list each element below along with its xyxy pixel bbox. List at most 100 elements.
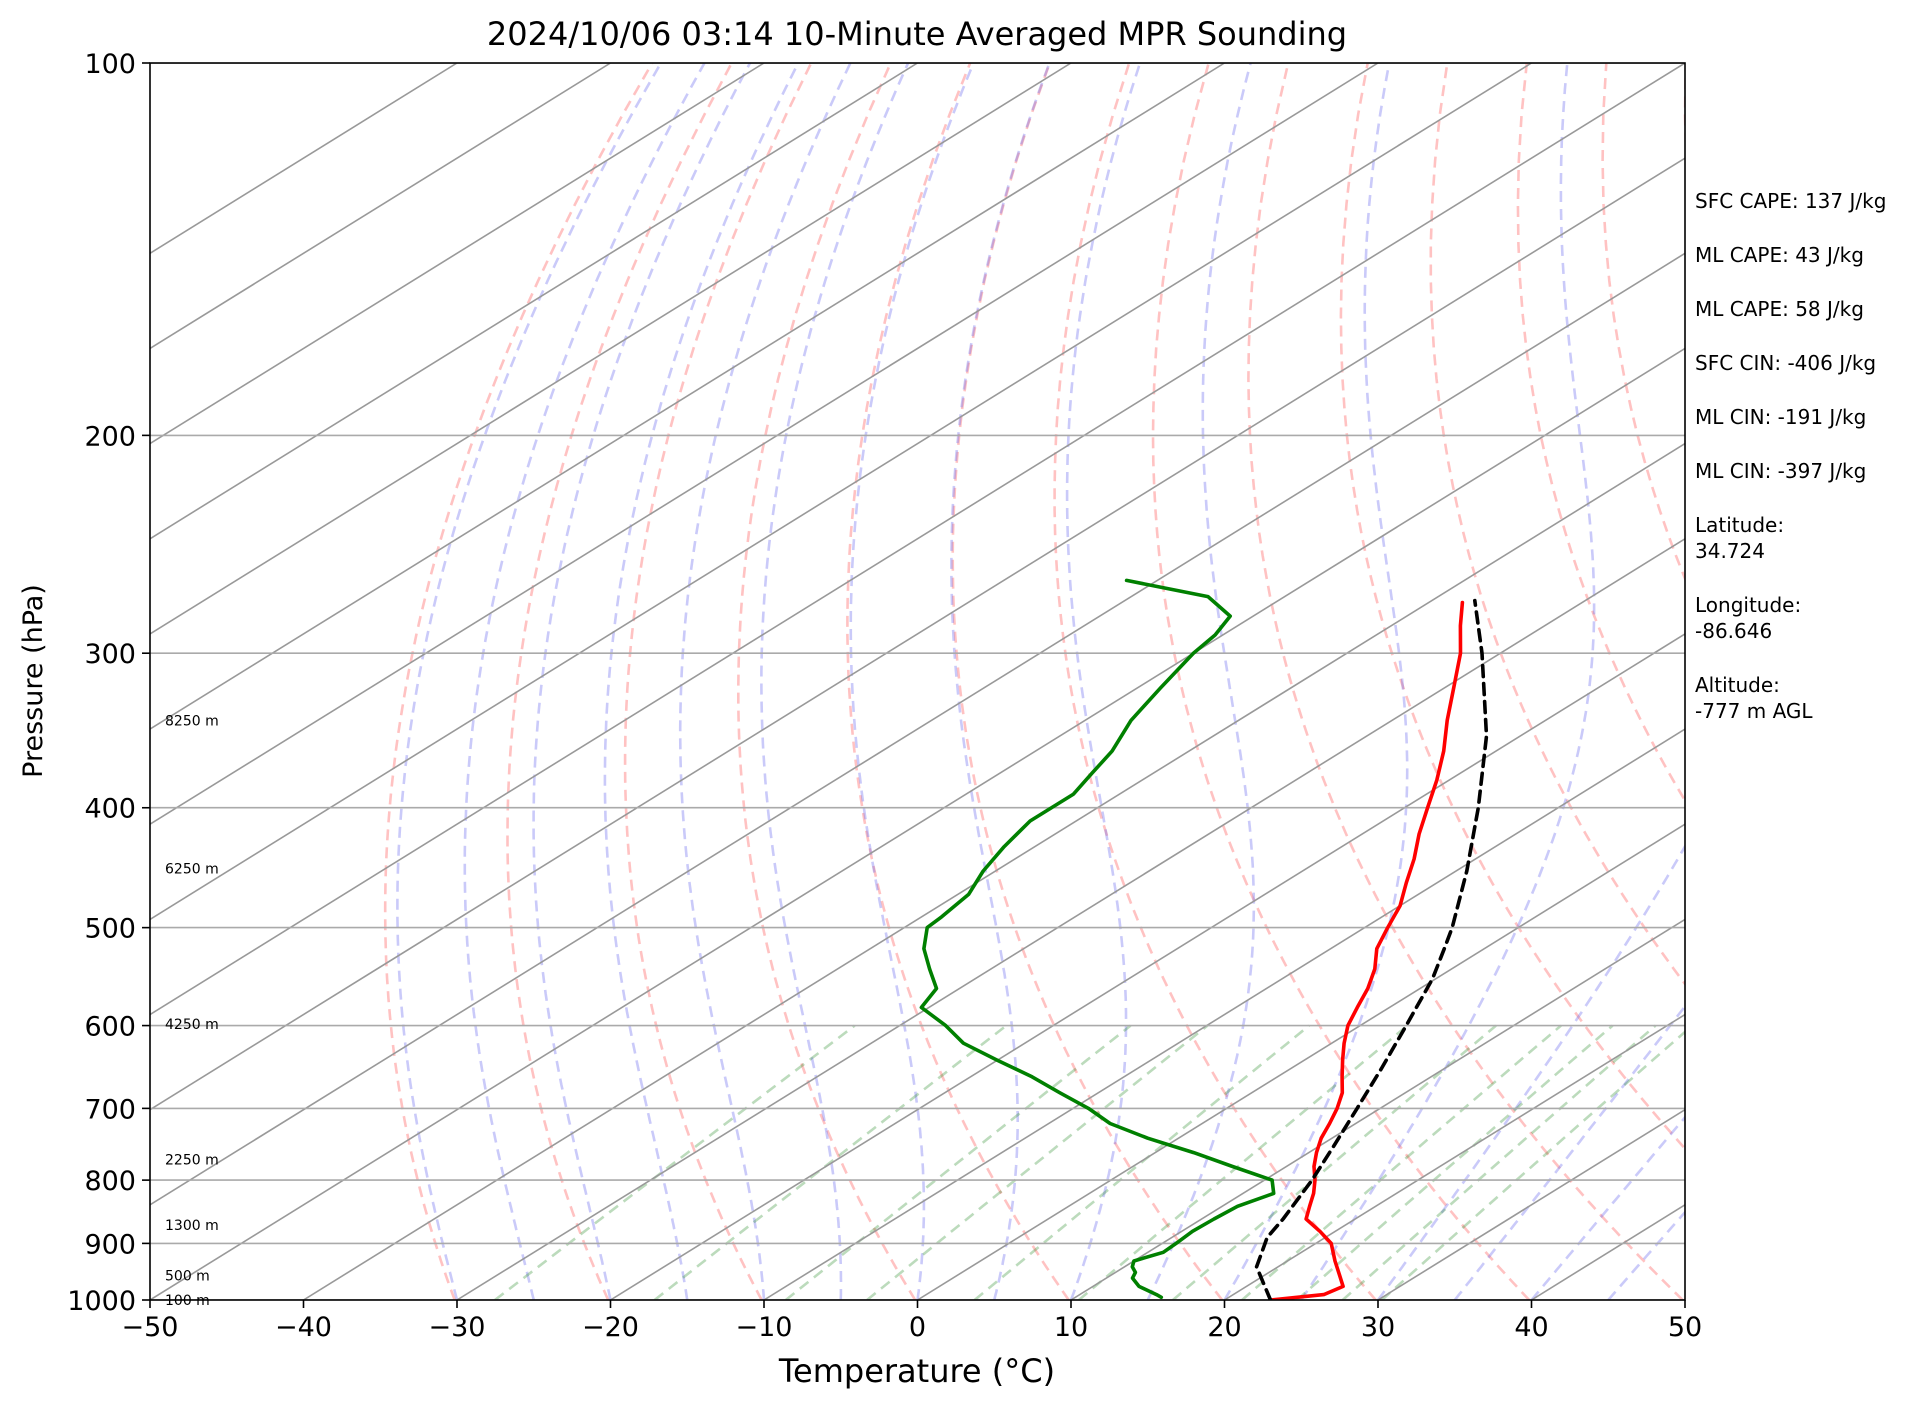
moist-adiabat <box>849 63 975 1300</box>
isotherm <box>150 252 1685 1206</box>
dry-adiabat <box>1151 63 1531 1300</box>
chart-title: 2024/10/06 03:14 10-Minute Averaged MPR … <box>487 15 1347 53</box>
dry-adiabat <box>383 63 654 1300</box>
isotherm <box>150 63 765 445</box>
dry-adiabat <box>737 63 917 1300</box>
isotherm <box>150 63 918 540</box>
isotherm <box>1070 918 1685 1300</box>
height-label: 6250 m <box>165 862 219 878</box>
dry-adiabat <box>846 63 1070 1300</box>
stat-line: 34.724 <box>1695 539 1765 563</box>
stat-line: Latitude: <box>1695 513 1784 537</box>
stat-text: Altitude: -777 m AGL <box>1695 673 1813 723</box>
mixing-ratio-line <box>653 1024 1008 1300</box>
x-tick-label: −10 <box>736 1312 793 1343</box>
isotherm <box>150 63 1685 1016</box>
y-tick-label: 600 <box>84 1012 136 1043</box>
dry-adiabat <box>1247 63 1684 1300</box>
stat-line: Altitude: <box>1695 673 1780 697</box>
dry-adiabat <box>506 63 733 1300</box>
stat-line: -86.646 <box>1695 619 1772 643</box>
y-tick-label: 400 <box>84 794 136 825</box>
stat-text: Latitude: 34.724 <box>1695 513 1784 563</box>
stat-line: ML CIN: -397 J/kg <box>1695 459 1866 483</box>
stat-line: -777 m AGL <box>1695 699 1813 723</box>
stat-line: ML CAPE: 58 J/kg <box>1695 297 1864 321</box>
parcel-line <box>1254 598 1489 1300</box>
x-tick-label: −50 <box>122 1312 179 1343</box>
x-tick-label: −30 <box>429 1312 486 1343</box>
mixing-ratio-line <box>784 1024 1132 1300</box>
height-label: 4250 m <box>165 1017 219 1033</box>
x-tick-label: 50 <box>1668 1312 1702 1343</box>
stat-line: SFC CAPE: 137 J/kg <box>1695 189 1886 213</box>
stat-line: ML CIN: -191 J/kg <box>1695 405 1866 429</box>
x-tick-label: 30 <box>1361 1312 1395 1343</box>
temperature-line <box>1268 600 1465 1300</box>
y-tick-label: 700 <box>84 1094 136 1125</box>
stat-text: SFC CAPE: 137 J/kg <box>1695 189 1886 213</box>
isotherm <box>150 63 458 255</box>
isotherm <box>763 728 1685 1300</box>
stat-text: ML CIN: -397 J/kg <box>1695 459 1866 483</box>
x-tick-label: 20 <box>1207 1312 1241 1343</box>
y-tick-label: 1000 <box>67 1286 136 1317</box>
height-label: 8250 m <box>165 713 219 729</box>
moist-adiabat <box>463 63 706 1300</box>
moist-adiabat <box>1065 63 1142 1300</box>
isotherm <box>150 63 1532 921</box>
moist-adiabat <box>760 63 910 1300</box>
stat-text: SFC CIN: -406 J/kg <box>1695 351 1876 375</box>
moist-adiabat <box>1453 1004 1685 1300</box>
dry-adiabat <box>1053 63 1377 1300</box>
isotherm <box>150 347 1685 1300</box>
x-tick-label: 0 <box>909 1312 926 1343</box>
y-tick-label: 900 <box>84 1229 136 1260</box>
data-series-group <box>919 578 1489 1300</box>
isotherm <box>150 63 1225 731</box>
isotherm <box>150 63 1379 826</box>
moist-adiabat <box>678 63 852 1300</box>
dry-adiabat <box>623 63 813 1300</box>
x-tick-label: −40 <box>275 1312 332 1343</box>
x-tick-label: −20 <box>582 1312 639 1343</box>
isotherm <box>150 157 1685 1111</box>
height-labels: 100 m 500 m 1300 m 2250 m 4250 m 6250 m 8250 m <box>165 713 219 1309</box>
stat-text: Longitude: -86.646 <box>1695 593 1801 643</box>
moist-adiabat <box>603 63 800 1300</box>
x-tick-label: 40 <box>1514 1312 1548 1343</box>
isotherm <box>1224 1013 1685 1300</box>
y-tick-label: 200 <box>84 421 136 452</box>
height-label: 500 m <box>165 1268 210 1284</box>
stat-line: ML CAPE: 43 J/kg <box>1695 243 1864 267</box>
stat-line: Longitude: <box>1695 593 1801 617</box>
height-label: 1300 m <box>165 1218 219 1234</box>
background-reference-lines <box>150 63 1685 1300</box>
isotherm <box>610 632 1685 1300</box>
stat-text: ML CIN: -191 J/kg <box>1695 405 1866 429</box>
stat-line: SFC CIN: -406 J/kg <box>1695 351 1876 375</box>
y-tick-label: 800 <box>84 1166 136 1197</box>
moist-adiabat <box>950 63 1051 1300</box>
x-axis-label: Temperature (°C) <box>778 1352 1055 1390</box>
moist-adiabat <box>532 63 752 1300</box>
height-label: 2250 m <box>165 1153 219 1169</box>
dry-adiabat <box>1601 63 1685 582</box>
moist-adiabat <box>1146 63 1256 1300</box>
stat-text: ML CAPE: 58 J/kg <box>1695 297 1864 321</box>
mixing-ratio-line <box>494 1024 856 1300</box>
dewpoint-line <box>919 578 1276 1300</box>
stat-text: ML CAPE: 43 J/kg <box>1695 243 1864 267</box>
isotherm <box>303 442 1685 1300</box>
y-tick-label: 100 <box>84 49 136 80</box>
mixing-ratio-line <box>866 1024 1209 1300</box>
isotherm <box>150 63 611 350</box>
isotherm <box>917 823 1685 1300</box>
x-tick-label: 10 <box>1054 1312 1088 1343</box>
moist-adiabat <box>1223 63 1409 1300</box>
moist-adiabat <box>1300 63 1596 1300</box>
dry-adiabat <box>1429 63 1685 987</box>
height-label: 100 m <box>165 1293 210 1309</box>
y-axis-label: Pressure (hPa) <box>18 584 49 778</box>
